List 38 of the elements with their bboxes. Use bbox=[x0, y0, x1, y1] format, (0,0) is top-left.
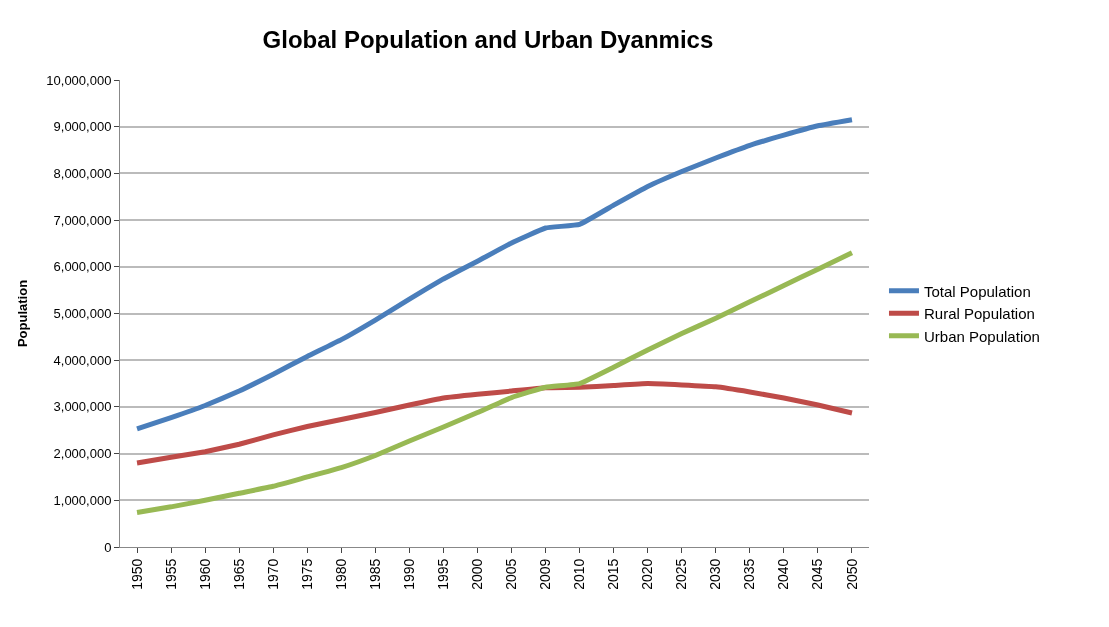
x-tick-label: 2020 bbox=[639, 558, 656, 590]
y-tick-label: 1,000,000 bbox=[53, 492, 112, 508]
x-tick-label: 1960 bbox=[196, 558, 213, 590]
legend-label: Rural Population bbox=[923, 305, 1035, 323]
y-tick-label: 8,000,000 bbox=[53, 165, 112, 181]
x-tick-label: 2030 bbox=[707, 558, 724, 590]
y-tick-label: 2,000,000 bbox=[53, 446, 112, 462]
x-tick-label: 2000 bbox=[469, 558, 486, 590]
x-tick-label: 2045 bbox=[809, 558, 826, 590]
x-tick-label: 1985 bbox=[366, 558, 383, 590]
y-tick-label: 3,000,000 bbox=[53, 399, 112, 415]
legend-label: Total Population bbox=[923, 282, 1031, 300]
y-tick-label: 10,000,000 bbox=[46, 72, 112, 88]
x-tick-label: 2050 bbox=[843, 558, 860, 590]
x-tick-label: 2015 bbox=[605, 558, 622, 590]
x-tick-label: 1955 bbox=[162, 558, 179, 590]
y-tick-label: 5,000,000 bbox=[53, 306, 112, 322]
x-tick-label: 1990 bbox=[400, 558, 417, 590]
x-tick-label: 2025 bbox=[673, 558, 690, 590]
x-tick-label: 2005 bbox=[503, 558, 520, 590]
x-tick-label: 1950 bbox=[128, 558, 145, 590]
x-tick-label: 1980 bbox=[332, 558, 349, 590]
y-tick-label: 9,000,000 bbox=[53, 119, 112, 135]
x-tick-label: 1995 bbox=[434, 558, 451, 590]
y-axis-title: Population bbox=[15, 279, 31, 348]
chart-title: Global Population and Urban Dyanmics bbox=[262, 26, 714, 54]
x-tick-label: 1970 bbox=[264, 558, 281, 590]
x-tick-label: 2040 bbox=[775, 558, 792, 590]
legend-label: Urban Population bbox=[923, 327, 1040, 345]
x-tick-label: 2009 bbox=[537, 558, 554, 590]
x-tick-label: 1975 bbox=[298, 558, 315, 590]
x-tick-label: 2010 bbox=[571, 558, 588, 590]
x-tick-label: 2035 bbox=[741, 558, 758, 590]
y-tick-label: 6,000,000 bbox=[53, 259, 112, 275]
x-tick-label: 1965 bbox=[230, 558, 247, 590]
y-tick-label: 0 bbox=[104, 539, 112, 555]
y-tick-label: 4,000,000 bbox=[53, 352, 112, 368]
y-tick-label: 7,000,000 bbox=[53, 212, 112, 228]
